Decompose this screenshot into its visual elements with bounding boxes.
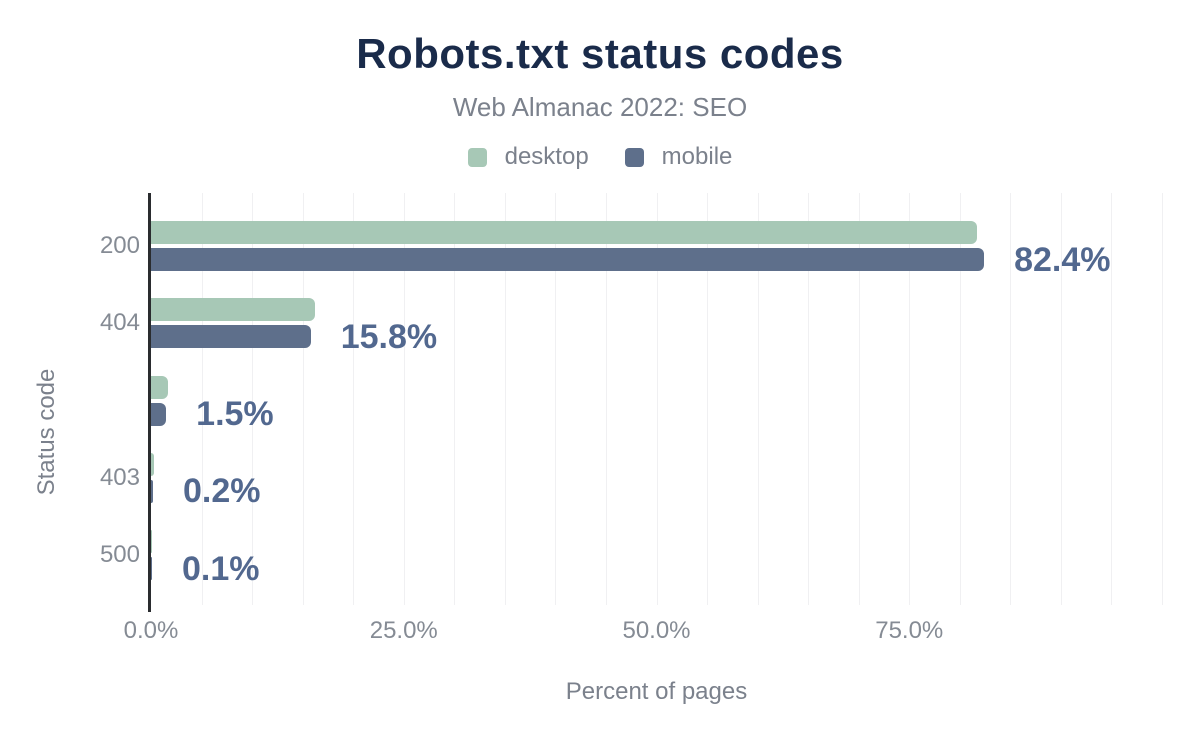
- y-tick-label: 404: [99, 309, 140, 337]
- y-axis-title: Status code: [33, 368, 60, 496]
- legend-item-mobile[interactable]: mobile: [624, 143, 733, 171]
- y-tick-label: 500: [99, 541, 140, 569]
- gridline: [656, 193, 658, 605]
- bar-desktop-404[interactable]: [151, 298, 315, 322]
- gridline: [403, 193, 405, 605]
- gridline: [302, 193, 304, 605]
- gridline: [959, 193, 961, 605]
- gridline: [605, 193, 607, 605]
- gridline: [201, 193, 203, 605]
- x-tick-label: 25.0%: [369, 617, 438, 644]
- gridline: [1111, 193, 1113, 605]
- x-axis-title: Percent of pages: [565, 678, 748, 705]
- y-tick-label: 200: [99, 232, 140, 259]
- gridline: [757, 193, 759, 605]
- x-tick-label: 75.0%: [875, 617, 944, 644]
- bar-desktop-200[interactable]: [151, 221, 977, 244]
- y-tick-label: [48, 386, 140, 416]
- value-label: 0.2%: [183, 472, 261, 511]
- value-label: 1.5%: [196, 395, 274, 434]
- bar-desktop-500[interactable]: [151, 530, 152, 554]
- x-tick-label: 50.0%: [622, 617, 691, 644]
- legend: desktop mobile: [0, 141, 1200, 173]
- legend-swatch-desktop: [467, 147, 487, 167]
- value-label: 15.8%: [340, 317, 438, 356]
- legend-label: mobile: [661, 143, 733, 170]
- bar-desktop-403[interactable]: [151, 452, 155, 476]
- x-tick-label: 0.0%: [123, 617, 179, 644]
- y-tick-label: 403: [99, 463, 140, 491]
- legend-label: desktop: [504, 143, 589, 170]
- gridline: [1010, 193, 1012, 605]
- gridline: [555, 193, 557, 605]
- gridline: [1060, 193, 1062, 605]
- legend-swatch-mobile: [624, 147, 644, 167]
- chart-subtitle: Web Almanac 2022: SEO: [452, 92, 748, 122]
- gridline: [504, 193, 506, 605]
- gridline: [353, 193, 355, 605]
- chart-title: Robots.txt status codes: [356, 30, 844, 77]
- gridline: [808, 193, 810, 605]
- gridline: [909, 193, 911, 605]
- bar-desktop-row2[interactable]: [151, 375, 169, 399]
- value-label: 82.4%: [1014, 240, 1111, 279]
- bar-mobile-403[interactable]: [151, 479, 154, 503]
- bar-mobile-500[interactable]: [151, 557, 152, 581]
- value-label: 0.1%: [182, 549, 260, 588]
- gridline: [252, 193, 254, 605]
- gridline: [454, 193, 456, 605]
- bar-mobile-404[interactable]: [151, 325, 311, 349]
- gridline: [707, 193, 709, 605]
- gridline: [1162, 193, 1163, 605]
- bar-mobile-row2[interactable]: [151, 402, 167, 426]
- gridline: [858, 193, 860, 605]
- legend-item-desktop[interactable]: desktop: [467, 143, 589, 171]
- y-axis-line: [148, 193, 151, 612]
- bar-mobile-200[interactable]: [151, 248, 985, 271]
